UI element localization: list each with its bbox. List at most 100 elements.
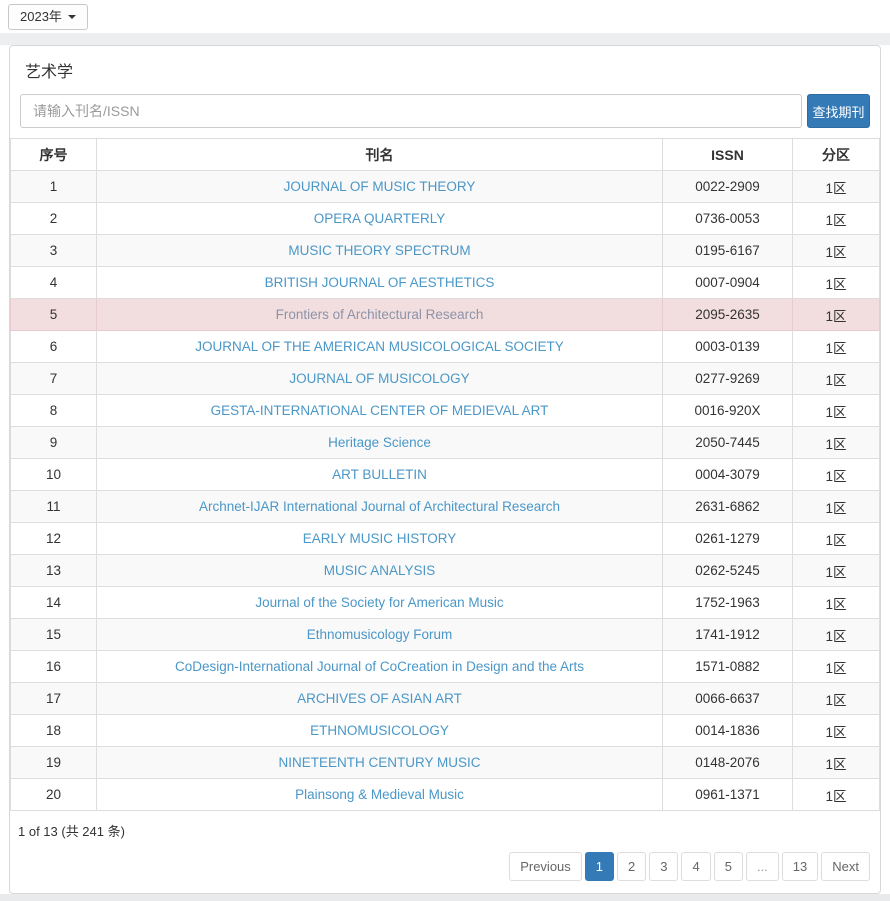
table-footer: 1 of 13 (共 241 条) Previous 1 2 3 4 5... 13 Next (10, 811, 880, 893)
page-button-13[interactable]: 13 (781, 852, 819, 881)
journal-link[interactable]: JOURNAL OF MUSICOLOGY (289, 371, 470, 386)
table-row: 19 NINETEENTH CENTURY MUSIC 0148-2076 1区 (10, 746, 880, 779)
row-name-cell: JOURNAL OF MUSICOLOGY (96, 362, 663, 395)
row-zone-cell: 1区 (792, 586, 880, 619)
row-index-cell: 17 (10, 682, 97, 715)
journal-link[interactable]: MUSIC THEORY SPECTRUM (288, 243, 471, 258)
journal-link[interactable]: OPERA QUARTERLY (313, 211, 446, 226)
top-divider-strip (0, 33, 890, 45)
row-zone-cell: 1区 (792, 170, 880, 203)
row-name-cell: CoDesign-International Journal of CoCrea… (96, 650, 663, 683)
row-index-cell: 15 (10, 618, 97, 651)
row-zone-cell: 1区 (792, 266, 880, 299)
journal-link[interactable]: BRITISH JOURNAL OF AESTHETICS (264, 275, 495, 290)
journal-link[interactable]: CoDesign-International Journal of CoCrea… (175, 659, 584, 674)
row-issn-cell: 0003-0139 (662, 330, 793, 363)
table-row: 17 ARCHIVES OF ASIAN ART 0066-6637 1区 (10, 682, 880, 715)
table-row: 2 OPERA QUARTERLY 0736-0053 1区 (10, 202, 880, 235)
row-zone-cell: 1区 (792, 714, 880, 747)
row-index-cell: 9 (10, 426, 97, 459)
journal-link[interactable]: Archnet-IJAR International Journal of Ar… (199, 499, 560, 514)
year-selector-dropdown[interactable]: 2023年 (8, 4, 88, 30)
row-zone-cell: 1区 (792, 618, 880, 651)
row-index-cell: 20 (10, 778, 97, 811)
search-journal-button[interactable]: 查找期刊 (807, 94, 870, 128)
column-header-index: 序号 (10, 138, 97, 171)
row-zone-cell: 1区 (792, 682, 880, 715)
table-row: 11 Archnet-IJAR International Journal of… (10, 490, 880, 523)
journal-link[interactable]: MUSIC ANALYSIS (323, 563, 436, 578)
journal-link[interactable]: Frontiers of Architectural Research (275, 307, 484, 322)
table-row: 18 ETHNOMUSICOLOGY 0014-1836 1区 (10, 714, 880, 747)
row-index-cell: 10 (10, 458, 97, 491)
row-zone-cell: 1区 (792, 234, 880, 267)
journal-link[interactable]: NINETEENTH CENTURY MUSIC (278, 755, 481, 770)
row-zone-cell: 1区 (792, 746, 880, 779)
row-issn-cell: 0961-1371 (662, 778, 793, 811)
table-row: 6 JOURNAL OF THE AMERICAN MUSICOLOGICAL … (10, 330, 880, 363)
row-name-cell: Journal of the Society for American Musi… (96, 586, 663, 619)
table-row: 20 Plainsong & Medieval Music 0961-1371 … (10, 778, 880, 811)
row-zone-cell: 1区 (792, 362, 880, 395)
chevron-down-icon (67, 15, 76, 19)
table-row: 7 JOURNAL OF MUSICOLOGY 0277-9269 1区 (10, 362, 880, 395)
page-button-3[interactable]: 3 (649, 852, 679, 881)
journal-link[interactable]: EARLY MUSIC HISTORY (302, 531, 457, 546)
row-index-cell: 12 (10, 522, 97, 555)
row-index-cell: 6 (10, 330, 97, 363)
journal-link[interactable]: Journal of the Society for American Musi… (255, 595, 504, 610)
row-issn-cell: 2095-2635 (662, 298, 793, 331)
row-issn-cell: 0277-9269 (662, 362, 793, 395)
journal-list-panel: 艺术学 查找期刊 序号 刊名 ISSN 分区 1 JOURNAL OF MUSI… (9, 45, 881, 894)
row-name-cell: ETHNOMUSICOLOGY (96, 714, 663, 747)
table-row: 3 MUSIC THEORY SPECTRUM 0195-6167 1区 (10, 234, 880, 267)
search-input[interactable] (20, 94, 802, 128)
table-row: 10 ART BULLETIN 0004-3079 1区 (10, 458, 880, 491)
page-button-previous[interactable]: Previous (509, 852, 582, 881)
journal-link[interactable]: ART BULLETIN (332, 467, 427, 482)
journal-link[interactable]: Heritage Science (328, 435, 431, 450)
page-button-ellipsis: ... (745, 852, 779, 881)
table-row: 9 Heritage Science 2050-7445 1区 (10, 426, 880, 459)
column-header-issn: ISSN (662, 138, 793, 171)
row-index-cell: 13 (10, 554, 97, 587)
row-issn-cell: 2631-6862 (662, 490, 793, 523)
row-zone-cell: 1区 (792, 394, 880, 427)
page-button-4[interactable]: 4 (681, 852, 711, 881)
page-button-5[interactable]: 5 (713, 852, 743, 881)
table-header-row: 序号 刊名 ISSN 分区 (10, 138, 880, 171)
row-issn-cell: 0066-6637 (662, 682, 793, 715)
journal-link[interactable]: GESTA-INTERNATIONAL CENTER OF MEDIEVAL A… (210, 403, 549, 418)
page-info-text: 1 of 13 (共 241 条) (18, 824, 125, 839)
journal-link[interactable]: Plainsong & Medieval Music (295, 787, 464, 802)
journal-link[interactable]: JOURNAL OF THE AMERICAN MUSICOLOGICAL SO… (195, 339, 564, 354)
search-bar: 查找期刊 (10, 84, 880, 138)
row-zone-cell: 1区 (792, 522, 880, 555)
row-name-cell: GESTA-INTERNATIONAL CENTER OF MEDIEVAL A… (96, 394, 663, 427)
row-issn-cell: 0022-2909 (662, 170, 793, 203)
row-issn-cell: 0736-0053 (662, 202, 793, 235)
row-issn-cell: 0016-920X (662, 394, 793, 427)
page-button-1[interactable]: 1 (584, 852, 615, 881)
row-zone-cell: 1区 (792, 458, 880, 491)
page-button-2[interactable]: 2 (617, 852, 647, 881)
row-index-cell: 14 (10, 586, 97, 619)
row-index-cell: 5 (10, 298, 97, 331)
journal-link[interactable]: Ethnomusicology Forum (306, 627, 453, 642)
journal-link[interactable]: ARCHIVES OF ASIAN ART (297, 691, 462, 706)
row-index-cell: 7 (10, 362, 97, 395)
row-name-cell: OPERA QUARTERLY (96, 202, 663, 235)
table-row: 4 BRITISH JOURNAL OF AESTHETICS 0007-090… (10, 266, 880, 299)
table-row: 12 EARLY MUSIC HISTORY 0261-1279 1区 (10, 522, 880, 555)
table-row: 16 CoDesign-International Journal of CoC… (10, 650, 880, 683)
row-index-cell: 1 (10, 170, 97, 203)
row-zone-cell: 1区 (792, 426, 880, 459)
row-zone-cell: 1区 (792, 202, 880, 235)
journal-link[interactable]: ETHNOMUSICOLOGY (310, 723, 449, 738)
journal-link[interactable]: JOURNAL OF MUSIC THEORY (283, 179, 476, 194)
row-name-cell: EARLY MUSIC HISTORY (96, 522, 663, 555)
row-name-cell: JOURNAL OF MUSIC THEORY (96, 170, 663, 203)
row-name-cell: Heritage Science (96, 426, 663, 459)
page-button-next[interactable]: Next (821, 852, 870, 881)
row-name-cell: Plainsong & Medieval Music (96, 778, 663, 811)
